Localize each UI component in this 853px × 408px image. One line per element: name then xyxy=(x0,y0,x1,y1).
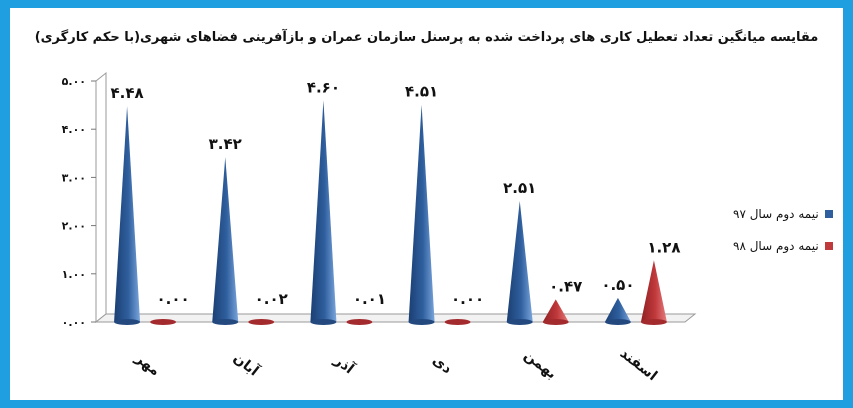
data-label-2-5: ۰.۴۷ xyxy=(549,277,582,295)
bar-base-2-1 xyxy=(150,319,177,325)
bar-base-1-5 xyxy=(506,319,533,325)
bar-1-4 xyxy=(408,104,435,322)
y-tick-label-1: ۱.۰۰ xyxy=(62,268,86,281)
bar-1-2 xyxy=(212,157,239,322)
floor xyxy=(94,313,697,323)
data-label-2-3: ۰.۰۱ xyxy=(353,290,386,308)
data-label-1-6: ۰.۵۰ xyxy=(601,276,634,294)
legend-label-series-2: نیمه دوم سال ۹۸ xyxy=(733,239,819,253)
bar-base-2-2 xyxy=(248,319,275,325)
side-wall xyxy=(95,71,107,324)
x-tick-label-6: اسفند xyxy=(617,345,660,384)
data-label-1-1: ۴.۴۸ xyxy=(110,84,143,102)
bar-base-2-4 xyxy=(444,319,471,325)
data-label-1-2: ۳.۴۲ xyxy=(209,135,242,153)
data-label-1-5: ۲.۵۱ xyxy=(503,179,536,197)
x-tick-label-5: بهمن xyxy=(521,347,560,382)
x-tick-label-3: آذر xyxy=(330,350,359,378)
data-label-2-1: ۰.۰۰ xyxy=(156,290,189,308)
bar-base-1-3 xyxy=(310,319,337,325)
legend-label-series-1: نیمه دوم سال ۹۷ xyxy=(733,207,819,221)
data-label-1-3: ۴.۶۰ xyxy=(307,78,340,96)
data-label-2-4: ۰.۰۰ xyxy=(451,290,484,308)
bar-1-5 xyxy=(506,201,533,322)
y-tick-label-5: ۵.۰۰ xyxy=(62,75,86,88)
bar-1-1 xyxy=(114,106,141,323)
data-label-1-4: ۴.۵۱ xyxy=(405,83,438,101)
x-tick-label-1: مهر xyxy=(131,350,163,380)
y-tick-label-4: ۴.۰۰ xyxy=(62,123,86,136)
data-label-2-2: ۰.۰۲ xyxy=(255,290,288,308)
bar-base-1-4 xyxy=(408,319,435,325)
chart-title: مقایسه میانگین تعداد تعطیل کاری های پردا… xyxy=(34,30,819,45)
y-tick-label-0: ۰.۰۰ xyxy=(62,316,86,329)
bar-1-3 xyxy=(310,100,337,322)
bar-base-1-2 xyxy=(212,319,239,325)
legend-item-series-2: نیمه دوم سال ۹۸ xyxy=(733,239,833,253)
x-tick-label-4: دی xyxy=(429,352,455,377)
bar-base-2-3 xyxy=(346,319,373,325)
data-label-2-6: ۱.۲۸ xyxy=(647,238,680,256)
y-tick-label-2: ۲.۰۰ xyxy=(62,220,86,233)
chart-plot: ۰.۰۰ ۱.۰۰ ۲.۰۰ ۳.۰۰ ۴.۰۰ ۵.۰۰ ۴.۴۸ ۰.۰۰ مهر ۳.۴۲ ۰… xyxy=(62,71,697,384)
bar-base-2-6 xyxy=(640,319,667,325)
legend-item-series-1: نیمه دوم سال ۹۷ xyxy=(733,207,833,221)
y-tick-label-3: ۳.۰۰ xyxy=(62,171,86,184)
bar-base-1-6 xyxy=(604,319,631,325)
legend-swatch-series-2 xyxy=(824,242,833,250)
x-tick-label-2: آبان xyxy=(230,349,264,381)
chart-panel: مقایسه میانگین تعداد تعطیل کاری های پردا… xyxy=(10,8,843,400)
bar-1-6 xyxy=(604,297,631,322)
bar-2-5 xyxy=(542,299,569,322)
legend-swatch-series-1 xyxy=(824,210,833,218)
bar-base-2-5 xyxy=(542,319,569,325)
bar-base-1-1 xyxy=(114,319,141,325)
bar-2-6 xyxy=(640,260,667,322)
